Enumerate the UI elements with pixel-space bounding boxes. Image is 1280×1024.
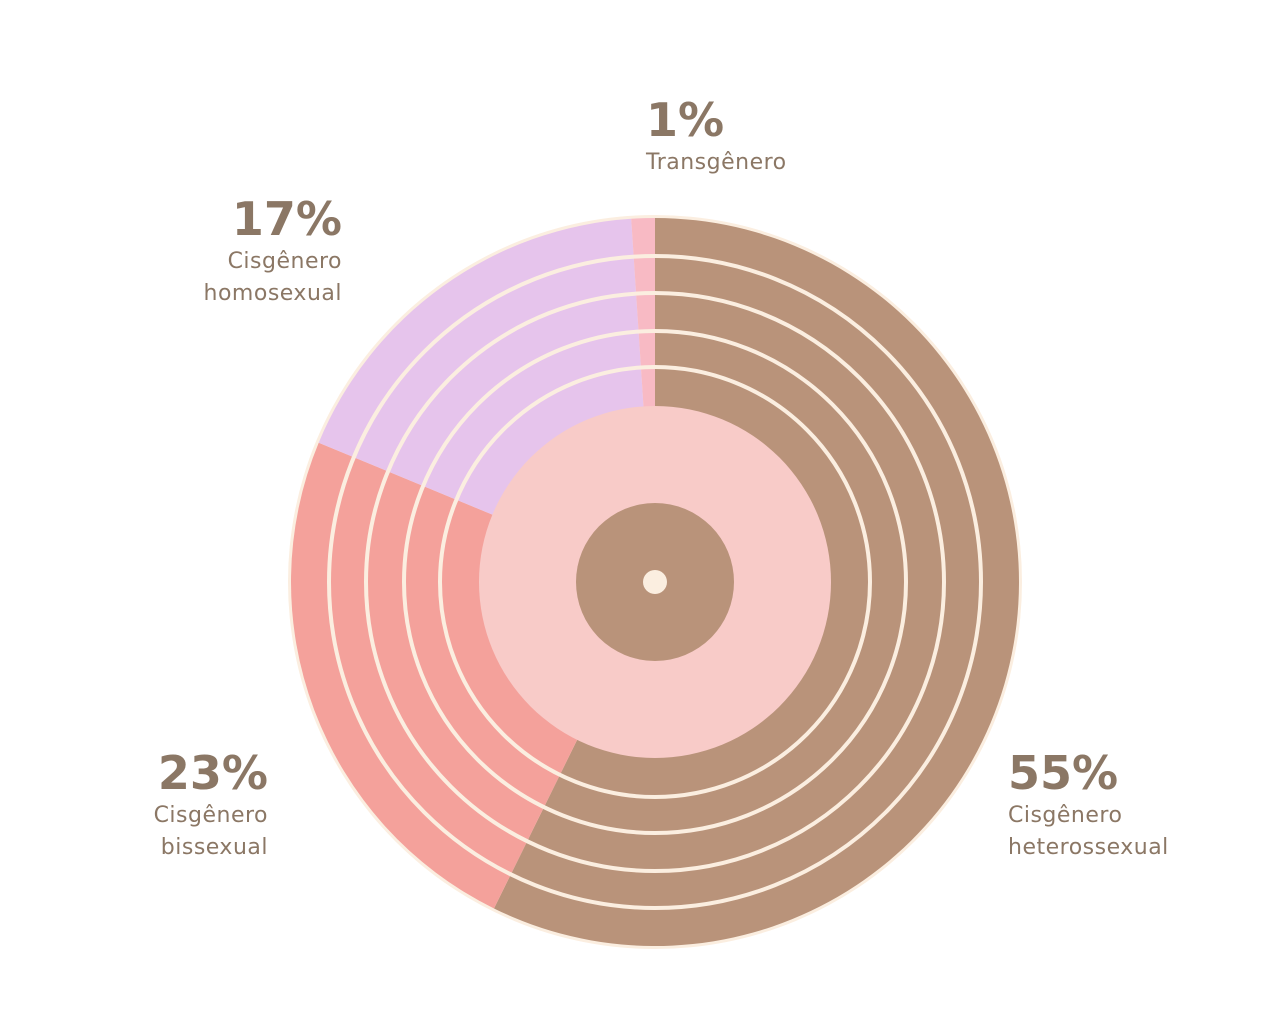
slice-label: 55% Cisgênero heterossexual — [1008, 746, 1198, 864]
slice-label: 1% Transgênero — [646, 93, 866, 179]
category-label: Cisgênero heterossexual — [1008, 803, 1169, 860]
value-label: 17% — [231, 192, 342, 246]
groove — [438, 365, 872, 799]
slice-label: 17% Cisgênero homosexual — [182, 192, 342, 310]
groove — [327, 254, 983, 910]
groove — [364, 291, 946, 873]
value-label: 1% — [646, 93, 725, 147]
groove — [402, 329, 908, 835]
spindle-hole — [643, 570, 667, 594]
value-label: 55% — [1008, 746, 1119, 800]
category-label: Cisgênero homosexual — [203, 249, 342, 306]
category-label: Transgênero — [646, 150, 787, 175]
slice-label: 23% Cisgênero bissexual — [128, 746, 268, 864]
category-label: Cisgênero bissexual — [153, 803, 268, 860]
value-label: 23% — [157, 746, 268, 800]
